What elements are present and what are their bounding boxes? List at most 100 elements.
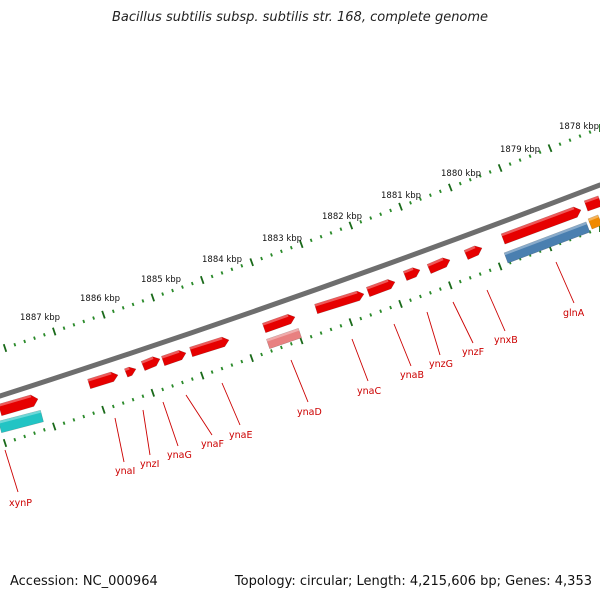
scale-label: 1884 kbp [202, 255, 242, 265]
gene-block-edge [583, 195, 600, 212]
inner-scale-tick [359, 316, 363, 321]
gene-block-blue-body [503, 221, 591, 264]
gene-block-ynaG-body [140, 356, 161, 371]
outer-scale-tick [389, 208, 393, 213]
scale-label: 1886 kbp [80, 294, 120, 304]
outer-scale-tick [33, 336, 36, 340]
inner-scale-tick [141, 394, 145, 399]
genome-backbone [0, 182, 600, 399]
gene-block-ynaG-highlight [141, 356, 154, 364]
inner-scale-tick [588, 230, 592, 234]
inner-scale-tick [379, 309, 383, 314]
gene-block-pink-body [266, 327, 302, 350]
gene-block-ynzF-highlight [427, 257, 444, 267]
outer-scale-tick [190, 281, 194, 286]
outer-scale-tick [280, 249, 283, 254]
inner-scale-tick [33, 431, 36, 435]
leader-line-ynzG [426, 311, 441, 356]
gene-block-ynaG [140, 356, 161, 371]
inner-scale-tick [171, 384, 174, 388]
outer-scale-tick [309, 238, 313, 243]
outer-scale-tick [528, 154, 532, 158]
gene-block-pink [266, 327, 302, 350]
inner-scale-tick [497, 262, 503, 271]
leader-line-ynaD [290, 359, 309, 403]
outer-scale-tick [220, 271, 224, 275]
outer-scale-tick [329, 231, 333, 235]
gene-block-ynaI [87, 371, 119, 390]
gene-block-orange-highlight [587, 214, 599, 222]
outer-scale-tick [518, 158, 522, 162]
gene-block-ynaF-highlight [161, 350, 180, 359]
gene-block-ynaC [314, 290, 365, 315]
outer-scale-tick [468, 177, 472, 182]
outer-scale-tick [438, 189, 442, 194]
outer-scale-tick [171, 288, 174, 293]
gene-block-ynxB-body [463, 245, 483, 260]
gene-block-edge-highlight [584, 195, 599, 204]
gene-block-xynP-region [0, 394, 39, 417]
scale-label: 1882 kbp [322, 212, 362, 222]
gene-labels: xynP ynaI ynzI ynaG ynaF ynaE ynaD ynaC ynaB ynzG… [4, 261, 585, 509]
inner-scale-tick [111, 404, 115, 409]
gene-block-cyan [0, 409, 44, 434]
gene-block-xynP-region-highlight [0, 394, 32, 407]
inner-scale-tick [181, 380, 184, 385]
outer-scale-tick [270, 253, 273, 257]
gene-label-ynaG: ynaG [167, 450, 192, 461]
inner-scale-tick [319, 331, 323, 335]
gene-block-ynaE-highlight [189, 337, 223, 350]
inner-scale-tick [348, 318, 354, 327]
outer-scale-tick [240, 263, 244, 268]
gene-features [0, 195, 600, 434]
outer-scale-tick [101, 310, 106, 319]
gene-block-ynaI-highlight [87, 372, 112, 382]
scale-labels: 1878 kbp 1879 kbp 1880 kbp 1881 kbp 1882 kbp… [20, 122, 599, 323]
gene-block-ynaC-highlight [314, 291, 358, 307]
outer-scale-tick [62, 326, 66, 330]
gene-label-ynaD: ynaD [297, 407, 322, 418]
inner-scale-tick [329, 327, 333, 332]
gene-block-ynaI-body [87, 371, 119, 390]
outer-scale-tick [72, 323, 76, 327]
outer-scale-tick [478, 174, 482, 178]
outer-scale-tick [568, 138, 572, 142]
outer-scale-tick [419, 197, 422, 201]
inner-scale-tick [409, 298, 412, 303]
gene-block-ynzG-highlight [403, 267, 414, 274]
inner-scale-tick [419, 294, 422, 299]
inner-scale-tick [339, 324, 343, 328]
accession-text: Accession: NC_000964 [10, 574, 158, 589]
inner-scale-tick [72, 418, 76, 422]
scale-label: 1881 kbp [381, 191, 421, 201]
inner-scale-tick [309, 334, 313, 339]
genome-summary-text: Topology: circular; Length: 4,215,606 bp… [234, 574, 592, 589]
gene-block-ynzG [402, 267, 421, 281]
gene-block-blue [503, 221, 591, 264]
outer-scale-tick [42, 333, 46, 337]
outer-scale-tick [497, 163, 503, 173]
gene-block-ynaB-highlight [366, 279, 389, 290]
gene-block-ynaE-body [189, 336, 230, 358]
map-title: Bacillus subtilis subsp. subtilis str. 1… [111, 10, 489, 25]
gene-block-ynaB-body [365, 279, 396, 298]
inner-scale-tick [52, 422, 57, 431]
gene-label-ynaB: ynaB [400, 370, 424, 381]
inner-scale-tick [398, 299, 403, 308]
inner-scale-tick [270, 349, 273, 353]
outer-scale-tick [52, 327, 57, 336]
gene-block-ynxB-highlight [463, 245, 476, 253]
outer-scale-tick [538, 150, 542, 154]
inner-scale-tick [220, 366, 224, 371]
gene-block-ynzF-body [426, 257, 451, 274]
leader-line-ynaC [351, 338, 369, 382]
scale-ticks [2, 124, 600, 448]
outer-scale-tick [2, 343, 8, 353]
outer-scale-tick [448, 183, 453, 192]
gene-label-ynzI: ynzI [140, 459, 159, 470]
inner-scale-tick [240, 359, 244, 364]
inner-scale-tick [280, 345, 283, 350]
inner-scale-tick [428, 290, 432, 295]
scale-label: 1883 kbp [262, 234, 302, 244]
leader-line-ynaG [162, 401, 179, 447]
